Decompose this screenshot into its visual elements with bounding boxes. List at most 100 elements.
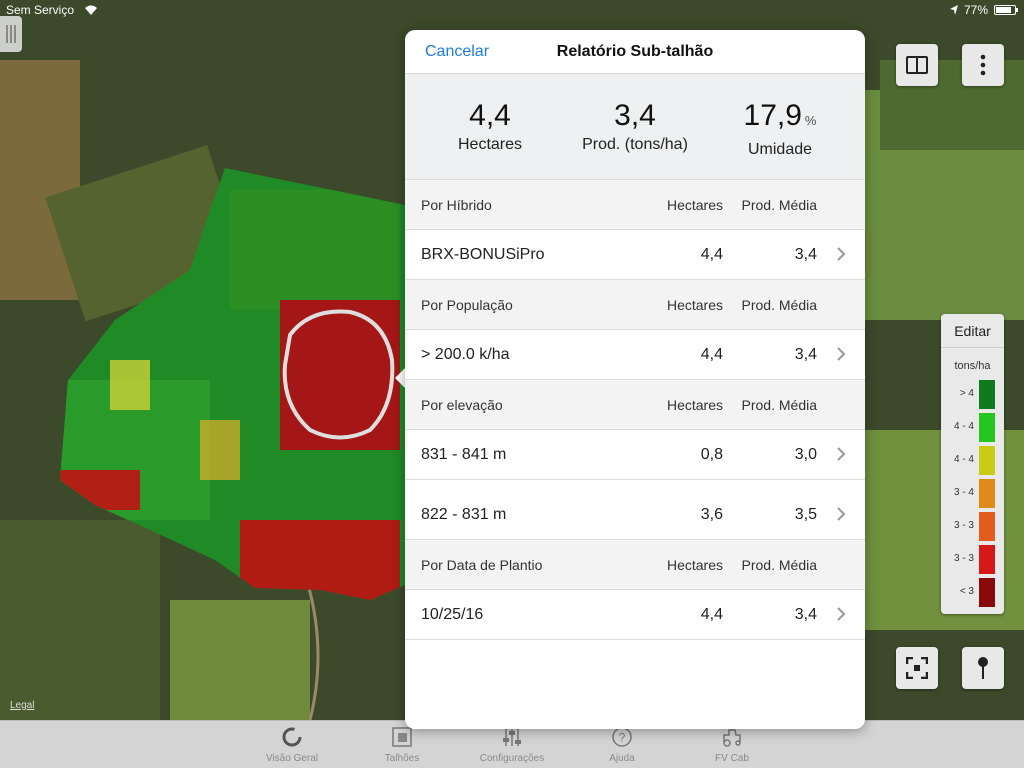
row-avg-prod: 3,5 [794,506,817,523]
report-row[interactable]: 822 - 831 m 3,6 3,5 [405,480,865,540]
tab-label: Visão Geral [265,753,319,764]
row-hectares: 4,4 [700,346,723,363]
subfield-report-modal: Relatório Sub-talhão Cancelar 4,4 Hectar… [405,30,865,729]
row-name: 10/25/16 [421,606,484,623]
column-avg-prod: Prod. Média [741,297,817,313]
column-avg-prod: Prod. Média [741,197,817,213]
wifi-icon [85,5,97,15]
moisture-stat: 17,9% Umidade [705,99,855,159]
overview-ring-icon [282,727,302,747]
drop-pin-button[interactable] [962,647,1004,689]
legend-color-swatch [979,446,995,475]
split-view-icon [906,56,928,74]
report-row[interactable]: 10/25/16 4,4 3,4 [405,590,865,640]
summary-panel: 4,4 Hectares 3,4 Prod. (tons/ha) 17,9% U… [405,74,865,180]
chevron-right-icon [837,447,846,461]
column-hectares: Hectares [666,557,723,573]
moisture-unit: % [804,113,817,128]
legend-range-label: < 3 [959,586,974,597]
focus-frame-icon [906,657,928,679]
production-stat: 3,4 Prod. (tons/ha) [560,99,710,154]
row-avg-prod: 3,4 [794,606,817,623]
legend-range-label: 4 - 4 [953,421,974,432]
modal-header: Relatório Sub-talhão Cancelar [405,30,865,74]
sidebar-handle[interactable] [0,16,22,52]
row-name: BRX-BONUSiPro [421,246,545,263]
status-bar: Sem Serviço 77% [0,0,1024,20]
legend-row: < 3 [941,576,1004,609]
battery-icon [994,5,1018,15]
legend-range-label: 3 - 4 [953,487,974,498]
area-value: 4,4 [469,99,511,132]
legend-range-label: > 4 [959,388,974,399]
tab-label: Talhões [384,753,420,764]
column-hectares: Hectares [666,197,723,213]
section-title: Por elevação [421,397,503,413]
legend-row: 4 - 4 [941,444,1004,477]
legend-color-swatch [979,479,995,508]
tab-label: Configurações [479,753,545,764]
production-label: Prod. (tons/ha) [582,136,688,153]
section-header-population: Por População Hectares Prod. Média [405,280,865,330]
section-header-hybrid: Por Híbrido Hectares Prod. Média [405,180,865,230]
legend-row: 3 - 3 [941,543,1004,576]
split-view-button[interactable] [896,44,938,86]
legend-edit-button[interactable]: Editar [941,314,1004,348]
moisture-value: 17,9 [743,99,802,132]
map-pin-icon [978,657,988,679]
moisture-label: Umidade [747,141,813,158]
section-header-planting-date: Por Data de Plantio Hectares Prod. Média [405,540,865,590]
report-row[interactable]: > 200.0 k/ha 4,4 3,4 [405,330,865,380]
report-row[interactable]: 831 - 841 m 0,8 3,0 [405,430,865,480]
cancel-button[interactable]: Cancelar [425,43,490,60]
report-row[interactable]: BRX-BONUSiPro 4,4 3,4 [405,230,865,280]
tab-label: Ajuda [609,753,635,764]
chevron-right-icon [837,347,846,361]
legend-row: 4 - 4 [941,411,1004,444]
svg-text:?: ? [619,731,626,745]
row-avg-prod: 3,4 [794,346,817,363]
section-header-elevation: Por elevação Hectares Prod. Média [405,380,865,430]
legend-color-swatch [979,380,995,409]
legend-range-label: 3 - 3 [953,520,974,531]
vertical-ellipsis-icon [980,54,986,76]
production-value: 3,4 [614,99,656,132]
legend-unit: tons/ha [954,360,991,372]
recenter-button[interactable] [896,647,938,689]
row-name: 822 - 831 m [421,506,507,523]
chevron-right-icon [837,247,846,261]
legend-color-swatch [979,545,995,574]
moisture-value-wrap: 17,9% [705,99,855,138]
tab-cab[interactable]: FV Cab [692,721,772,768]
column-avg-prod: Prod. Média [741,397,817,413]
fields-icon [392,727,412,747]
legend-color-swatch [979,512,995,541]
chevron-right-icon [837,507,846,521]
legend-row: 3 - 3 [941,510,1004,543]
modal-title: Relatório Sub-talhão [556,43,714,60]
column-hectares: Hectares [666,297,723,313]
row-hectares: 3,6 [700,506,723,523]
row-hectares: 0,8 [700,446,723,463]
carrier-label: Sem Serviço [6,3,75,17]
location-arrow-icon [949,5,958,15]
legend-color-swatch [979,413,995,442]
tab-settings[interactable]: Configurações [472,721,552,768]
more-options-button[interactable] [962,44,1004,86]
yield-legend: Editar tons/ha > 4 4 - 4 4 - 4 3 - 4 3 - 3 3 … [941,314,1004,614]
column-hectares: Hectares [666,397,723,413]
tab-overview[interactable]: Visão Geral [252,721,332,768]
help-icon: ? [612,727,632,747]
section-title: Por Híbrido [421,197,492,213]
legend-color-swatch [979,578,995,607]
legend-row: > 4 [941,378,1004,411]
tab-fields[interactable]: Talhões [362,721,442,768]
popover-arrow [395,367,406,389]
tractor-icon [723,729,741,747]
chevron-right-icon [837,607,846,621]
legend-range-label: 3 - 3 [953,553,974,564]
legal-link[interactable]: Legal [10,700,35,711]
row-avg-prod: 3,4 [794,246,817,263]
row-avg-prod: 3,0 [794,446,817,463]
row-name: 831 - 841 m [421,446,507,463]
